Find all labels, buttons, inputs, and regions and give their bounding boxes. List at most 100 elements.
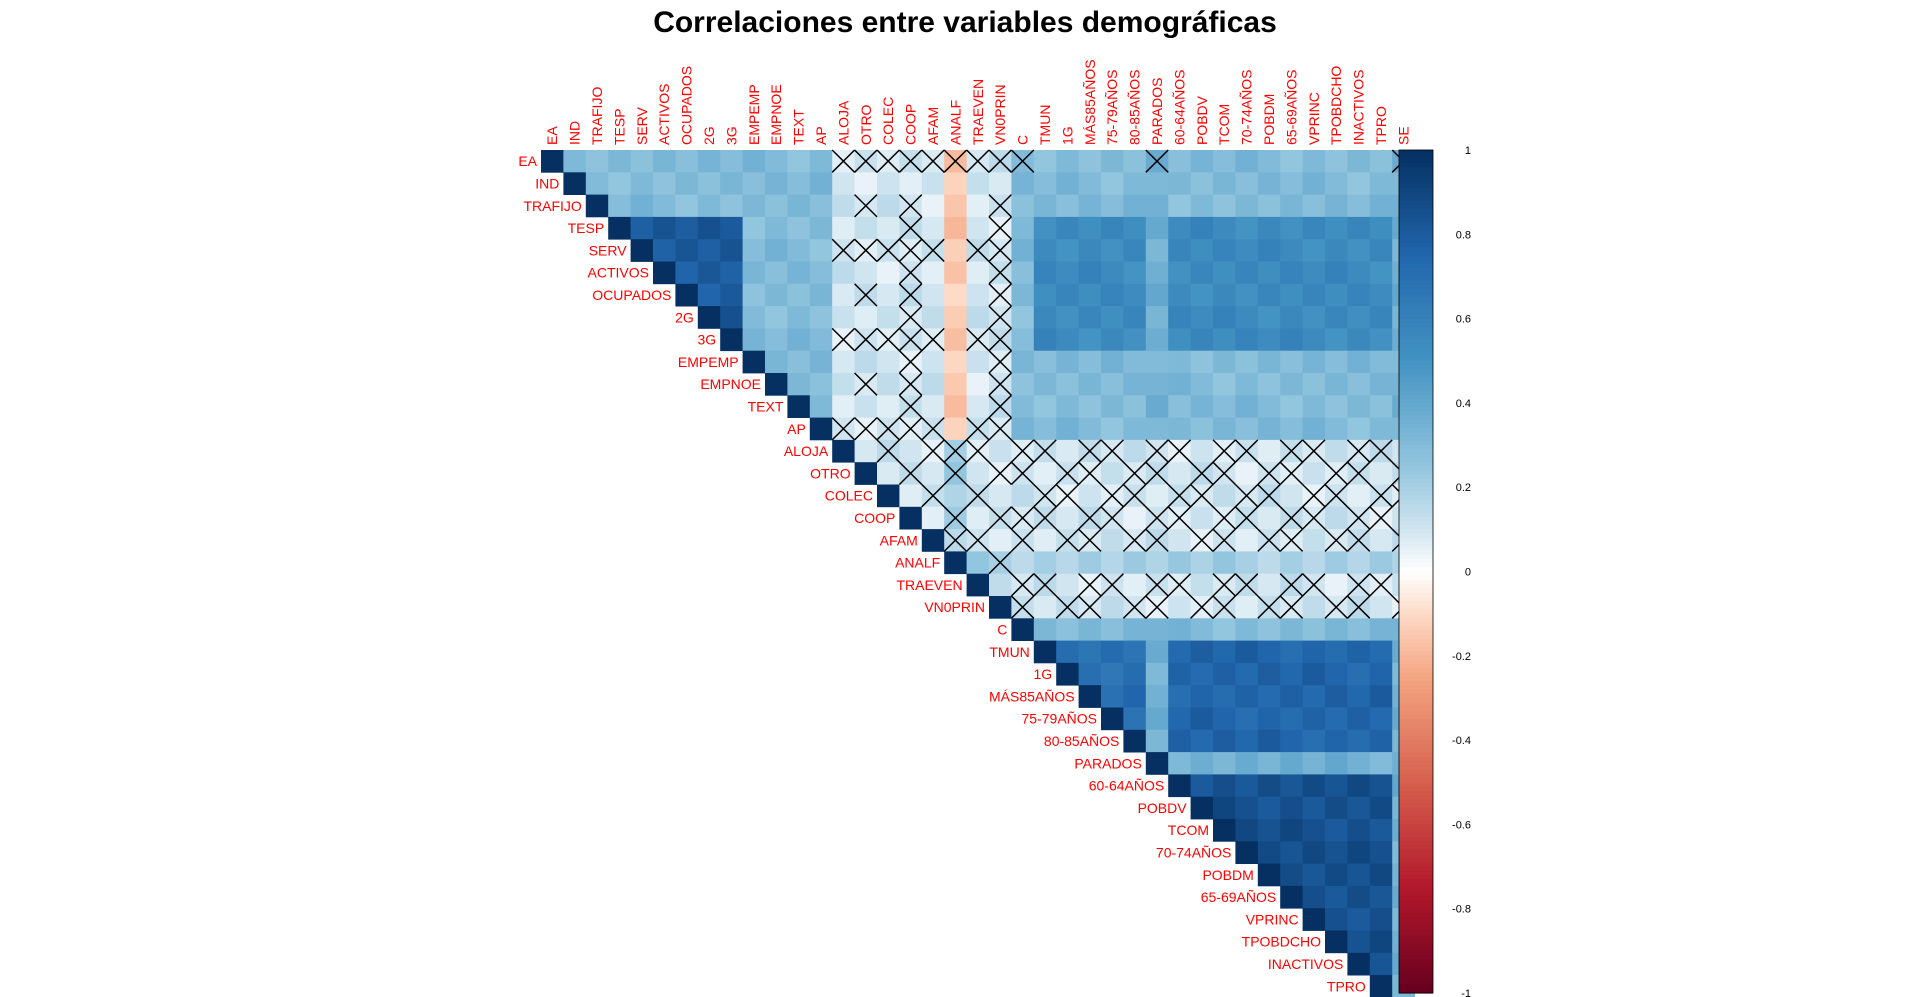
colorbar-segment [1399,445,1433,450]
corr-cell-TEXT-AP [809,395,833,418]
colorbar-segment [1399,575,1433,581]
colorbar-tick-label: 0.8 [1456,229,1471,241]
col-label-OTRO: OTRO [858,104,874,145]
corr-cell-2G-PARADOS [1145,306,1169,329]
col-label-ANALF: ANALF [947,100,963,145]
corr-cell-EMPEMP-EMPEMP [742,350,766,374]
nonsignificant-cross [854,283,878,307]
nonsignificant-cross [1212,461,1236,486]
corr-cell-EMPNOE-VPRINC [1302,373,1326,396]
corr-cell-ACTIVOS-COLEC [877,261,900,285]
corr-cell-EA-POBDV [1190,150,1214,173]
nonsignificant-cross [1055,595,1080,619]
row-label-POBDV: POBDV [1138,800,1188,816]
colorbar-segment [1399,305,1433,311]
nonsignificant-cross [988,461,1012,486]
nonsignificant-cross [854,327,878,352]
corr-cell-ACTIVOS-TPRO [1369,261,1393,285]
corr-cell-IND-VPRINC [1302,172,1326,195]
corr-cell-VN0PRIN-70-74AÑOS [1235,596,1259,619]
nonsignificant-cross [1033,506,1057,530]
corr-cell-IND-MÁS85AÑOS [1078,172,1102,195]
corr-cell-65-69AÑOS-TPRO [1369,885,1393,909]
corr-cell-OCUPADOS-3G [720,283,743,307]
corr-cell-SERV-65-69AÑOS [1280,239,1303,262]
corr-cell-3G-TPRO [1369,328,1393,352]
corr-cell-TEXT-70-74AÑOS [1235,395,1259,418]
corr-cell-EA-TEXT [787,150,811,173]
nonsignificant-cross [966,238,990,263]
colorbar-segment [1399,297,1433,303]
colorbar-segment [1399,268,1433,273]
corr-cell-C-1G [1056,618,1079,641]
colorbar-segment [1399,761,1433,766]
corr-cell-TRAFIJO-EMPNOE [765,194,788,218]
row-label-COLEC: COLEC [825,488,873,504]
colorbar-segment [1399,752,1433,758]
colorbar-segment [1399,971,1433,977]
corr-cell-ACTIVOS-70-74AÑOS [1235,261,1259,285]
corr-cell-1G-75-79AÑOS [1101,662,1124,686]
corr-cell-EMPNOE-AFAM [921,373,945,396]
corr-cell-EMPEMP-AFAM [921,350,945,374]
corr-cell-2G-C [1011,306,1035,329]
corr-cell-PARADOS-TPOBDCHO [1325,752,1348,775]
nonsignificant-cross [898,149,923,173]
nonsignificant-cross [1234,483,1259,508]
corr-cell-COOP-AFAM [921,506,945,530]
corr-cell-AP-INACTIVOS [1347,417,1371,441]
row-label-65-69AÑOS: 65-69AÑOS [1201,889,1276,905]
colorbar-segment [1399,352,1433,358]
col-label-AP: AP [813,126,829,145]
nonsignificant-cross [898,260,923,285]
nonsignificant-cross [1257,461,1281,486]
nonsignificant-cross [1324,461,1348,486]
corr-cell-EMPNOE-TPRO [1369,373,1393,396]
nonsignificant-cross [1122,528,1147,552]
corr-cell-ACTIVOS-POBDM [1257,261,1281,285]
corr-cell-2G-POBDM [1257,306,1281,329]
corr-cell-TESP-POBDM [1257,216,1281,240]
colorbar-segment [1399,310,1433,315]
corr-cell-AFAM-75-79AÑOS [1101,529,1124,552]
nonsignificant-cross [1279,506,1304,530]
colorbar-segment [1399,837,1433,842]
corr-cell-EMPNOE-TRAEVEN [966,373,990,396]
nonsignificant-cross [898,372,923,396]
colorbar-segment [1399,335,1433,341]
corr-cell-SERV-SERV [630,239,654,262]
corr-cell-TPOBDCHO-TPOBDCHO [1325,930,1348,954]
row-label-TMUN: TMUN [989,644,1029,660]
corr-cell-EA-TCOM [1213,150,1236,173]
nonsignificant-cross [1324,528,1348,552]
corr-cell-ANALF-PARADOS [1145,551,1169,575]
corr-cell-2G-EMPNOE [765,306,788,329]
row-label-POBDM: POBDM [1202,867,1253,883]
colorbar-segment [1399,925,1433,931]
corr-cell-IND-ALOJA [832,172,855,195]
col-label-TRAEVEN: TRAEVEN [970,79,986,145]
corr-cell-3G-MÁS85AÑOS [1078,328,1102,352]
corr-cell-AP-POBDM [1257,417,1281,441]
corr-cell-TMUN-1G [1056,640,1079,664]
corr-cell-1G-POBDM [1257,662,1281,686]
corr-cell-TRAFIJO-TEXT [787,194,811,218]
corr-cell-TESP-EMPEMP [742,216,766,240]
colorbar-tick-label: -0.8 [1452,904,1471,916]
colorbar-segment [1399,900,1433,906]
corr-cell-AP-1G [1056,417,1079,441]
corr-cell-EMPEMP-70-74AÑOS [1235,350,1259,374]
corr-cell-COLEC-MÁS85AÑOS [1078,484,1102,508]
corr-cell-POBDV-TCOM [1213,796,1236,820]
col-label-POBDV: POBDV [1194,95,1210,145]
corr-cell-SERV-TMUN [1033,239,1057,262]
nonsignificant-cross [1234,439,1259,463]
corr-cell-TEXT-65-69AÑOS [1280,395,1303,418]
corr-cell-MÁS85AÑOS-VPRINC [1302,685,1326,708]
corr-cell-ANALF-TPOBDCHO [1325,551,1348,575]
colorbar-segment [1399,609,1433,615]
nonsignificant-cross [876,327,900,352]
corr-cell-MÁS85AÑOS-INACTIVOS [1347,685,1371,708]
corr-cell-ALOJA-POBDM [1257,439,1281,463]
corr-cell-SERV-INACTIVOS [1347,239,1371,262]
